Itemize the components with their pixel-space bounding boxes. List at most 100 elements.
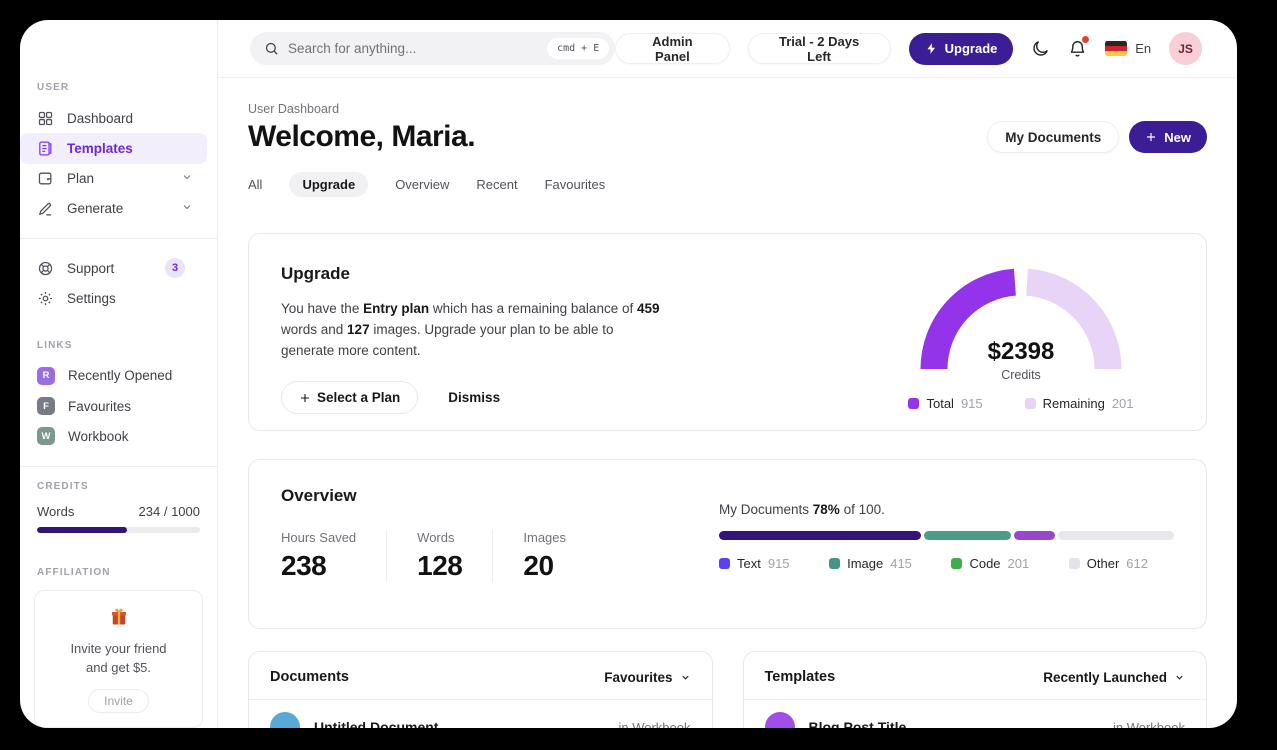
bell-icon xyxy=(1071,41,1085,57)
search-placeholder: Search for anything... xyxy=(288,41,417,56)
document-avatar xyxy=(270,712,300,728)
grid-icon xyxy=(38,111,53,125)
tab-all[interactable]: All xyxy=(248,177,263,192)
legend-total: Total 915 xyxy=(908,396,983,411)
legend-text: Text 915 xyxy=(719,556,790,571)
sidebar-section-affiliation: AFFILIATION xyxy=(37,567,111,579)
upgrade-card: Upgrade You have the Entry plan which ha… xyxy=(248,233,1207,431)
templates-card: Templates Recently Launched Blog Post Ti… xyxy=(742,651,1207,728)
tab-recent[interactable]: Recent xyxy=(476,177,518,192)
notifications-button[interactable] xyxy=(1068,36,1090,58)
template-list-item[interactable]: Blog Post Title in Workbook xyxy=(744,700,1207,728)
sidebar-section-credits: CREDITS xyxy=(37,480,89,492)
sidebar-item-label: Support xyxy=(67,260,115,276)
lifebuoy-icon xyxy=(38,261,53,275)
documents-card-title: Documents xyxy=(270,669,349,685)
link-initial-badge: R xyxy=(37,366,55,385)
sidebar-item-settings[interactable]: Settings xyxy=(20,283,207,313)
tab-bar: All Upgrade Overview Recent Favourites xyxy=(248,172,1207,197)
bar-segment-code xyxy=(1013,531,1055,540)
sidebar-link-label: Recently Opened xyxy=(68,368,173,384)
dismiss-button[interactable]: Dismiss xyxy=(448,390,501,406)
sidebar-divider xyxy=(20,238,217,240)
my-documents-button[interactable]: My Documents xyxy=(987,121,1120,153)
sidebar-item-label: Templates xyxy=(67,140,133,156)
sidebar-link-label: Workbook xyxy=(68,428,129,444)
tab-upgrade[interactable]: Upgrade xyxy=(289,172,369,197)
plus-icon xyxy=(1147,133,1156,141)
gauge-caption: Credits xyxy=(1001,368,1041,382)
main-area: Search for anything... cmd + E Admin Pan… xyxy=(218,20,1237,728)
select-plan-button[interactable]: Select a Plan xyxy=(281,381,419,415)
search-icon xyxy=(265,42,278,55)
credits-progress-fill xyxy=(37,526,127,534)
template-location: in Workbook xyxy=(1112,719,1185,729)
language-label: En xyxy=(1135,41,1152,56)
gear-icon xyxy=(38,292,53,306)
sidebar-item-plan[interactable]: Plan xyxy=(20,164,207,194)
app-window: USER Dashboard Templates Plan Generate S… xyxy=(20,20,1237,728)
invite-button[interactable]: Invite xyxy=(88,689,149,714)
bar-segment-other xyxy=(1057,531,1174,540)
overview-card-title: Overview xyxy=(281,486,357,505)
lightning-icon xyxy=(927,43,935,54)
dark-mode-toggle[interactable] xyxy=(1031,39,1050,58)
template-name: Blog Post Title xyxy=(808,719,907,728)
tab-overview[interactable]: Overview xyxy=(395,177,450,192)
sidebar-item-templates[interactable]: Templates xyxy=(20,133,207,164)
plus-icon xyxy=(301,393,309,402)
pencil-icon xyxy=(38,203,52,216)
chevron-down-icon xyxy=(1176,675,1183,680)
documents-stacked-bar xyxy=(719,531,1174,540)
legend-swatch xyxy=(1068,558,1080,569)
chevron-down-icon xyxy=(181,171,193,186)
credits-value: 234 / 1000 xyxy=(138,503,200,519)
tab-favourites[interactable]: Favourites xyxy=(544,177,606,192)
sidebar-link-workbook[interactable]: W Workbook xyxy=(20,421,207,451)
user-avatar[interactable]: JS xyxy=(1169,32,1202,65)
gauge-amount: $2398 xyxy=(987,338,1055,365)
breadcrumb: User Dashboard xyxy=(248,102,340,116)
template-avatar xyxy=(764,712,795,728)
sidebar-section-links: LINKS xyxy=(37,339,73,351)
content-area: User Dashboard Welcome, Maria. My Docume… xyxy=(218,78,1237,728)
bar-segment-image xyxy=(924,531,1011,540)
trial-status-button[interactable]: Trial - 2 Days Left xyxy=(747,33,891,64)
templates-card-title: Templates xyxy=(764,669,836,685)
templates-filter-dropdown[interactable]: Recently Launched xyxy=(1043,670,1185,685)
chevron-down-icon xyxy=(181,201,193,216)
legend-swatch xyxy=(829,558,841,569)
page-title: Welcome, Maria. xyxy=(248,120,476,153)
language-flag-icon[interactable] xyxy=(1105,41,1128,56)
credits-progress-bar xyxy=(37,526,200,534)
sidebar-item-label: Plan xyxy=(67,171,95,187)
affiliation-text-line2: and get $5. xyxy=(85,660,152,676)
upgrade-button[interactable]: Upgrade xyxy=(908,32,1014,65)
admin-panel-button[interactable]: Admin Panel xyxy=(615,33,730,64)
legend-swatch xyxy=(719,558,730,569)
document-name: Untitled Document xyxy=(314,719,439,728)
stat-words: Words 128 xyxy=(417,530,494,582)
credits-label: Words xyxy=(37,503,75,519)
sidebar-link-recently-opened[interactable]: R Recently Opened xyxy=(20,361,207,391)
chevron-down-icon xyxy=(681,675,689,680)
sidebar-link-favourites[interactable]: F Favourites xyxy=(20,391,207,421)
sidebar-item-label: Dashboard xyxy=(67,110,134,126)
notification-dot xyxy=(1082,36,1090,43)
topbar: Search for anything... cmd + E Admin Pan… xyxy=(218,20,1237,78)
upgrade-card-body: You have the Entry plan which has a rema… xyxy=(281,301,660,359)
legend-code: Code 201 xyxy=(951,556,1029,571)
gauge-chart xyxy=(920,268,1122,370)
documents-filter-dropdown[interactable]: Favourites xyxy=(604,670,690,685)
sidebar-item-dashboard[interactable]: Dashboard xyxy=(20,103,207,133)
gift-icon xyxy=(111,609,126,625)
new-button[interactable]: New xyxy=(1129,121,1207,153)
stat-images: Images 20 xyxy=(523,530,567,581)
search-input[interactable]: Search for anything... cmd + E xyxy=(250,32,616,65)
document-list-item[interactable]: Untitled Document in Workbook xyxy=(249,700,712,728)
sidebar-link-label: Favourites xyxy=(68,398,132,414)
documents-card: Documents Favourites Untitled Document i… xyxy=(248,651,713,728)
wallet-icon xyxy=(38,172,52,185)
sidebar-item-generate[interactable]: Generate xyxy=(20,194,207,224)
sidebar-item-support[interactable]: Support 3 xyxy=(20,253,207,283)
